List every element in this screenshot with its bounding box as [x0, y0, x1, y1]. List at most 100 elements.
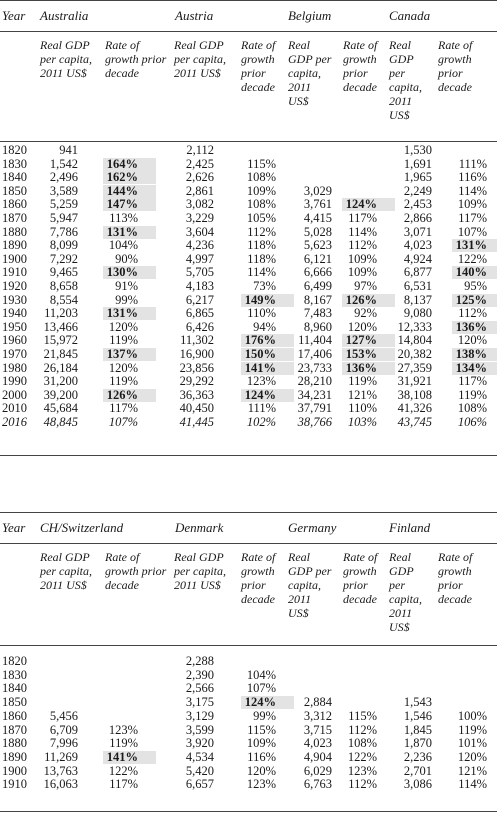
header-line: GDP [389, 564, 414, 578]
growth-rate-cell: 92% [354, 306, 377, 321]
year-cell: 1910 [2, 777, 27, 792]
gdp-value-cell: 5,259 [49, 197, 78, 212]
growth-rate-cell: 119% [458, 387, 487, 402]
year-cell: 1890 [2, 238, 27, 253]
gdp-value-cell: 40,450 [179, 401, 214, 416]
growth-rate-cell: 131% [102, 307, 156, 321]
growth-rate-cell: 176% [240, 334, 294, 348]
gdp-value-cell: 6,763 [303, 777, 332, 792]
rate-column-header: Rate of growth prior decade [438, 38, 497, 94]
year-cell: 1970 [2, 347, 27, 361]
year-column-header: Year [2, 520, 26, 535]
gdp-value-cell: 3,071 [403, 224, 432, 239]
gdp-value-cell: 38,108 [397, 387, 432, 402]
growth-rate-cell: 109% [347, 251, 377, 266]
header-line: Rate of [105, 550, 140, 564]
gdp-value-cell: 8,137 [403, 292, 432, 307]
growth-rate-cell: 126% [102, 388, 156, 402]
year-cell: 1830 [2, 667, 27, 682]
gdp-value-cell: 6,499 [303, 279, 332, 293]
header-line: 2011 [288, 592, 312, 606]
gdp-value-cell: 4,997 [185, 251, 214, 266]
gdp-value-cell: 9,080 [403, 306, 432, 321]
year-cell: 1910 [2, 265, 27, 280]
header-line: GDP [389, 52, 414, 66]
table-panel-bottom: Year CH/Switzerland Denmark Germany Finland R… [0, 512, 497, 813]
growth-rate-cell: 127% [341, 334, 395, 348]
year-cell: 1860 [2, 197, 27, 212]
growth-rate-cell: 112% [458, 306, 487, 321]
table-row: 1910 9,465 130% 5,705 114% 6,666 109% 6,877 140% [0, 265, 497, 280]
growth-rate-cell: 138% [451, 348, 497, 361]
growth-rate-cell: 123% [347, 763, 377, 778]
header-line: 2011 [389, 606, 413, 620]
gdp-value-cell: 2,496 [49, 170, 78, 185]
growth-rate-cell: 97% [354, 279, 377, 293]
growth-rate-cell: 121% [457, 763, 487, 778]
gdp-value-cell: 5,420 [185, 763, 214, 778]
gdp-value-cell: 6,865 [185, 306, 214, 321]
gdp-value-cell: 3,599 [185, 722, 214, 737]
growth-rate-cell: 90% [115, 251, 138, 266]
gdp-value-cell: 3,604 [185, 224, 214, 239]
table-rule [0, 543, 497, 544]
gdp-value-cell: 3,029 [303, 183, 332, 198]
year-cell: 1920 [2, 279, 27, 293]
country-header: Germany [288, 520, 337, 535]
growth-rate-cell: 118% [247, 238, 276, 253]
growth-rate-cell: 119% [109, 736, 138, 751]
gdp-value-cell: 31,921 [397, 374, 432, 389]
gdp-value-cell: 20,382 [397, 347, 432, 361]
header-line: prior [343, 66, 368, 80]
header-line: per capita, [40, 52, 92, 66]
growth-rate-cell: 164% [102, 157, 156, 171]
gdp-value-cell: 3,086 [403, 777, 432, 792]
gdp-value-cell: 941 [59, 143, 78, 157]
growth-rate-cell: 116% [458, 170, 487, 185]
table-rule [0, 31, 497, 32]
gdp-value-cell: 2,701 [403, 763, 432, 778]
growth-rate-cell: 122% [347, 749, 377, 764]
growth-rate-cell: 121% [347, 387, 377, 402]
table-row: 1990 31,200 119% 29,292 123% 28,210 119% 31,921… [0, 375, 497, 388]
gdp-value-cell: 14,804 [397, 333, 432, 348]
year-cell: 1930 [2, 292, 27, 307]
header-line: growth prior [105, 52, 167, 66]
gdp-value-cell: 36,363 [179, 387, 214, 402]
gdp-column-header: Real GDP per capita, 2011 US$ [174, 38, 226, 80]
growth-rate-cell: 108% [457, 401, 487, 416]
growth-rate-cell: 110% [348, 401, 377, 416]
gdp-value-cell: 4,534 [185, 749, 214, 764]
gdp-value-cell: 3,589 [49, 183, 78, 198]
year-cell: 1840 [2, 681, 27, 696]
growth-rate-cell: 113% [109, 211, 138, 225]
gdp-value-cell: 11,203 [44, 306, 78, 321]
growth-rate-cell: 131% [102, 225, 156, 239]
gdp-column-header: Real GDP per capita, 2011 US$ [389, 38, 422, 122]
gdp-value-cell: 6,029 [303, 763, 332, 778]
table-row: 1850 3,175 124% 2,884 1,543 [0, 696, 497, 710]
year-cell: 1840 [2, 170, 27, 185]
gdp-value-cell: 45,684 [43, 401, 78, 416]
growth-rate-cell: 122% [457, 251, 487, 266]
gdp-value-cell: 2,866 [403, 211, 432, 225]
rate-column-header: Rate of growth prior decade [343, 38, 377, 94]
growth-rate-cell: 144% [102, 184, 156, 198]
gdp-value-cell: 16,063 [43, 777, 78, 792]
header-line: capita, [389, 80, 422, 94]
header-line: per [389, 578, 405, 592]
table-row: 2016 48,845 107% 41,445 102% 38,766 103% 43,745… [0, 416, 497, 429]
rate-column-header: Rate of growth prior decade [438, 550, 472, 606]
gdp-value-cell: 16,900 [179, 347, 214, 361]
gdp-value-cell: 3,082 [185, 197, 214, 212]
header-line: Real GDP [174, 38, 224, 52]
year-cell: 1880 [2, 736, 27, 751]
gdp-value-cell: 6,426 [185, 319, 214, 334]
header-line: Rate of [343, 550, 378, 564]
header-line: Real [288, 38, 310, 52]
gdp-value-cell: 23,733 [297, 360, 332, 375]
gdp-value-cell: 5,947 [49, 211, 78, 225]
header-line: decade [241, 80, 275, 94]
gdp-value-cell: 1,546 [403, 708, 432, 723]
gdp-value-cell: 2,249 [403, 183, 432, 198]
